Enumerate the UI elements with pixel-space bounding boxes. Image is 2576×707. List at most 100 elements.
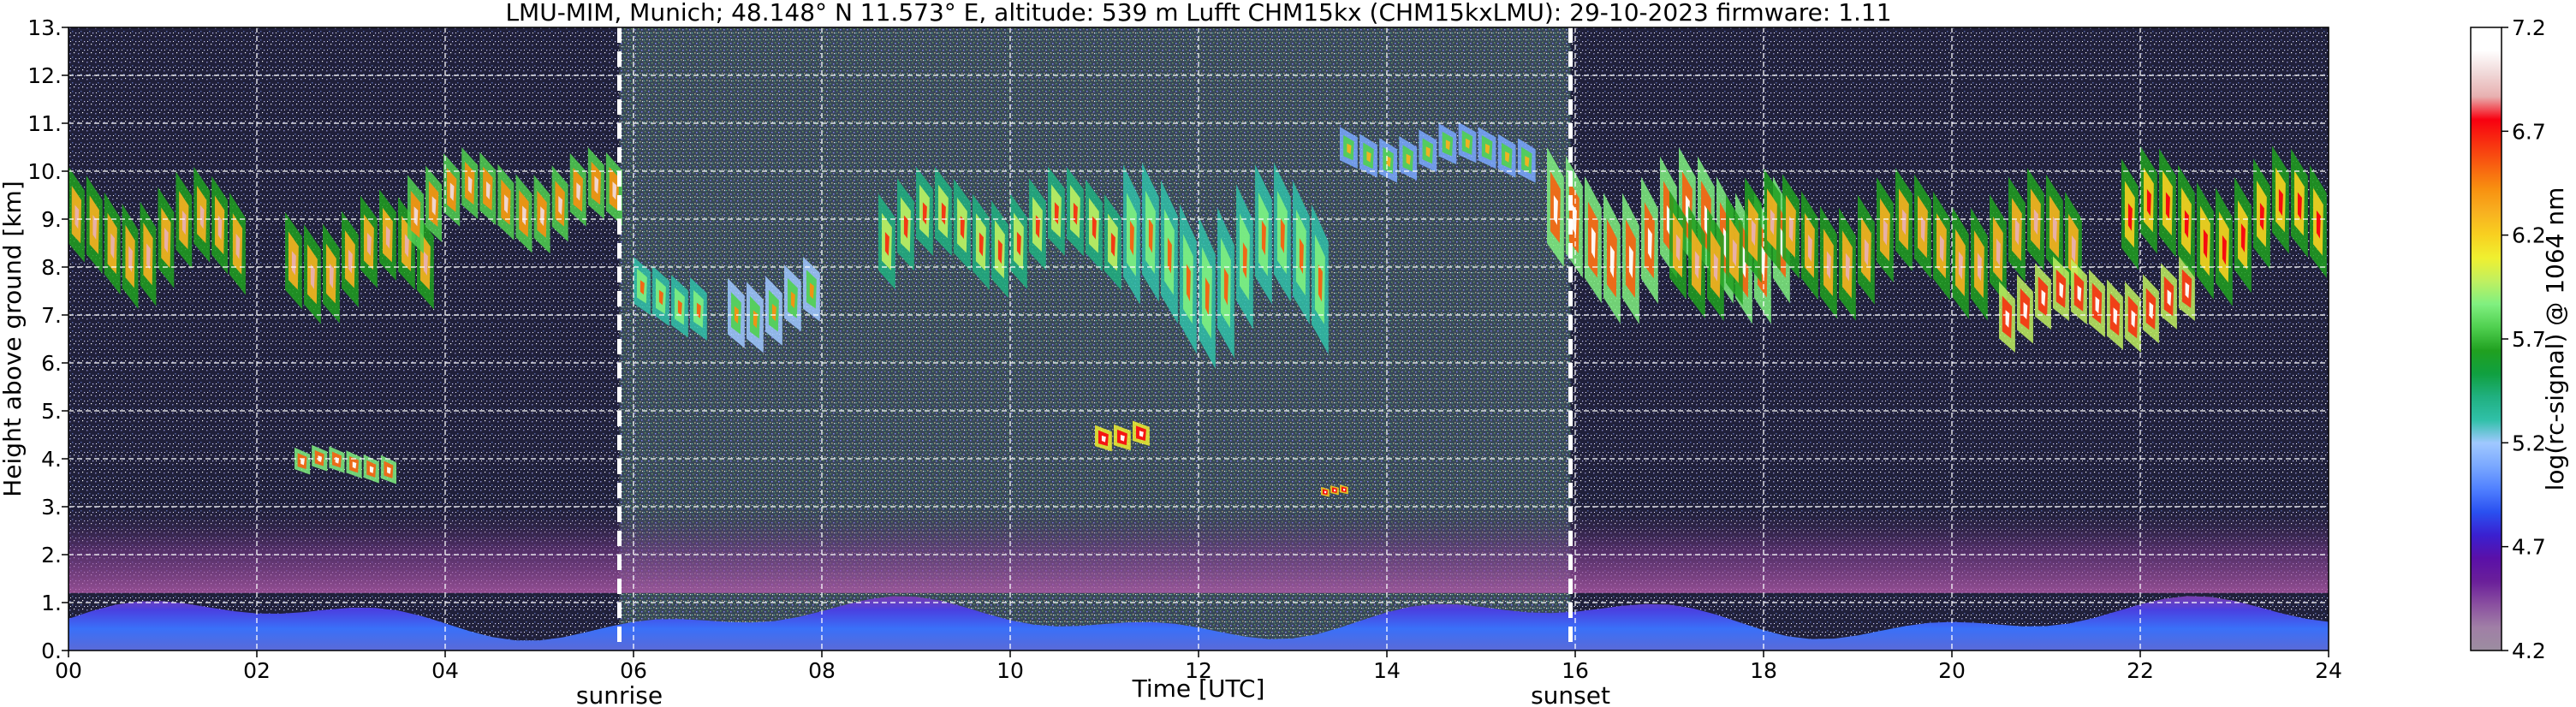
cloud-peak — [1139, 431, 1144, 437]
cloud-peak — [504, 194, 509, 214]
x-tick-label: 20 — [1938, 658, 1966, 683]
y-tick-label: 7. — [41, 303, 62, 328]
cloud-peak — [1609, 245, 1615, 278]
cloud-peak — [1280, 218, 1285, 253]
cloud-peak — [1788, 216, 1794, 242]
cloud-peak — [2167, 289, 2172, 306]
cloud-peak — [310, 264, 315, 289]
cloud-peak — [1016, 231, 1021, 256]
cloud-peak — [1485, 143, 1490, 155]
x-tick-label: 00 — [55, 658, 82, 683]
cloud-layer — [1340, 122, 1536, 183]
cloud-peak — [1148, 217, 1153, 253]
cloud-peak — [1465, 138, 1471, 149]
cloud-peak — [413, 206, 419, 227]
cloud-peak — [92, 215, 98, 240]
cloud-peak — [2095, 296, 2100, 314]
cloud-peak — [199, 205, 205, 229]
cloud-peak — [1425, 146, 1431, 157]
cloud-peak — [2113, 307, 2118, 325]
cloud-peak — [2014, 218, 2020, 246]
x-tick-label: 22 — [2127, 658, 2154, 683]
cloud-layer — [878, 166, 1121, 299]
cloud-peak — [1591, 227, 1596, 259]
x-tick-label: 10 — [996, 658, 1024, 683]
cloud-peak — [2052, 216, 2057, 243]
colorbar-tick-label: 5.2 — [2512, 431, 2546, 455]
cloud-peak — [1386, 156, 1391, 168]
x-tick-label: 08 — [808, 658, 836, 683]
cloud-peak — [1205, 276, 1210, 316]
cloud-peak — [1901, 209, 1907, 235]
cloud-layer — [2121, 146, 2327, 306]
x-tick-label: 24 — [2315, 658, 2342, 683]
cloud-peak — [1939, 235, 1944, 263]
cloud-peak — [2240, 223, 2246, 253]
colorbar-tick-label: 6.7 — [2512, 119, 2546, 144]
cloud-peak — [300, 458, 305, 466]
y-tick-label: 11. — [27, 111, 62, 136]
cloud-peak — [110, 233, 116, 259]
cloud-peak — [74, 205, 80, 229]
cloud-peak — [1324, 490, 1327, 494]
x-tick-label: 14 — [1373, 658, 1401, 683]
cloud-peak — [558, 195, 563, 216]
cloud-peak — [1129, 220, 1134, 256]
cloud-peak — [1445, 140, 1451, 151]
x-tick-label: 04 — [431, 658, 459, 683]
cloud-layer — [68, 166, 246, 310]
cloud-layers — [68, 122, 2327, 497]
cloud-layer — [634, 257, 707, 341]
y-tick-label: 13. — [27, 15, 62, 40]
cloud-peak — [329, 263, 334, 289]
cloud-peak — [2165, 192, 2170, 220]
y-tick-label: 12. — [27, 63, 62, 88]
cloud-peak — [979, 232, 984, 257]
x-tick-label: 18 — [1750, 658, 1777, 683]
cloud-peak — [677, 300, 682, 316]
y-axis: 0. 1. 2. 3. 4. 5. 6. 7. 8. 9. 10. 11. 12. 13. — [27, 15, 68, 663]
cloud-peak — [1299, 238, 1304, 275]
cloud-peak — [1732, 239, 1737, 267]
cloud-peak — [1406, 153, 1411, 165]
y-tick-label: 1. — [41, 591, 62, 615]
colorbar-tick-label: 7.2 — [2512, 15, 2546, 40]
colorbar-tick-label: 4.2 — [2512, 639, 2546, 663]
cloud-peak — [404, 234, 409, 258]
x-tick-label: 12 — [1185, 658, 1212, 683]
cloud-peak — [2259, 202, 2264, 231]
cloud-peak — [1333, 489, 1336, 492]
cloud-peak — [1770, 209, 1775, 235]
cloud-peak — [640, 280, 645, 295]
cloud-peak — [790, 291, 795, 309]
cloud-peak — [2297, 192, 2302, 220]
cloud-peak — [1920, 216, 1925, 243]
cloud-peak — [1675, 234, 1681, 262]
cloud-peak — [1092, 216, 1097, 240]
cloud-peak — [809, 282, 814, 300]
cloud-peak — [1751, 219, 1756, 247]
cloud-peak — [884, 232, 889, 257]
cloud-peak — [1845, 253, 1850, 282]
y-tick-label: 9. — [41, 207, 62, 232]
cloud-peak — [1505, 151, 1510, 163]
cloud-peak — [1186, 264, 1191, 302]
cloud-peak — [2127, 203, 2133, 231]
cloud-peak — [387, 466, 391, 474]
cloud-peak — [1826, 251, 1831, 280]
colorbar-tick-label: 5.7 — [2512, 327, 2546, 352]
x-tick-label: 02 — [243, 658, 271, 683]
cloud-peak — [128, 246, 133, 273]
cloud-peak — [1347, 143, 1352, 154]
cloud-peak — [2222, 235, 2227, 265]
x-axis-title: Time [UTC] — [1132, 674, 1265, 703]
y-tick-label: 4. — [41, 447, 62, 472]
cloud-peak — [997, 239, 1002, 264]
colorbar-tick-label: 4.7 — [2512, 535, 2546, 560]
cloud-layer — [1095, 420, 1150, 452]
cloud-peak — [217, 215, 223, 241]
y-tick-label: 3. — [41, 495, 62, 520]
cloud-peak — [1261, 220, 1266, 256]
cloud-peak — [658, 289, 663, 306]
cloud-peak — [1864, 238, 1869, 267]
